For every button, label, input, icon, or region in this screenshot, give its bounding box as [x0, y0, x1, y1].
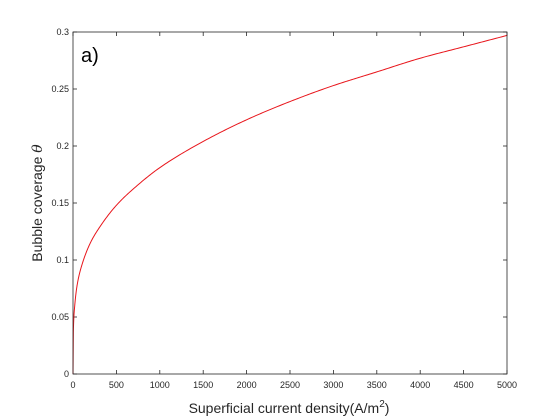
- series-layer: [72, 34, 508, 375]
- y-tick-label: 0.25: [51, 84, 69, 94]
- labels-layer: a) Superficial current density(A/m2) Bub…: [29, 45, 389, 416]
- x-tick-label: 2500: [280, 380, 300, 390]
- x-tick-label: 4500: [454, 380, 474, 390]
- panel-label: a): [81, 45, 99, 67]
- x-tick-label: 1500: [193, 380, 213, 390]
- x-axis-label: Superficial current density(A/m2): [189, 399, 390, 416]
- y-tick-label: 0.3: [56, 27, 69, 37]
- x-tick-label: 5000: [497, 380, 517, 390]
- y-tick-label: 0.1: [56, 255, 69, 265]
- x-axis-label-superscript: 2: [379, 399, 385, 410]
- y-tick-label: 0.05: [51, 312, 69, 322]
- x-tick-label: 4000: [410, 380, 430, 390]
- x-tick-label: 3500: [367, 380, 387, 390]
- series-line: [72, 34, 508, 375]
- y-tick-label: 0: [64, 369, 69, 379]
- plot-frame: [72, 31, 508, 375]
- x-tick-label: 500: [109, 380, 124, 390]
- ticks-layer: 0 500 1000 1500 2000 2500 3000 3500 4000 4500 5000…: [51, 27, 517, 390]
- y-axis-label: Bubble coverage θ: [29, 144, 46, 262]
- plot-background: [73, 32, 507, 374]
- x-tick-label: 2000: [237, 380, 257, 390]
- x-tick-label: 3000: [323, 380, 343, 390]
- x-tick-label: 0: [70, 380, 75, 390]
- x-tick-label: 1000: [150, 380, 170, 390]
- y-tick-label: 0.2: [56, 141, 69, 151]
- y-axis-label-symbol: θ: [30, 144, 46, 153]
- y-tick-label: 0.15: [51, 198, 69, 208]
